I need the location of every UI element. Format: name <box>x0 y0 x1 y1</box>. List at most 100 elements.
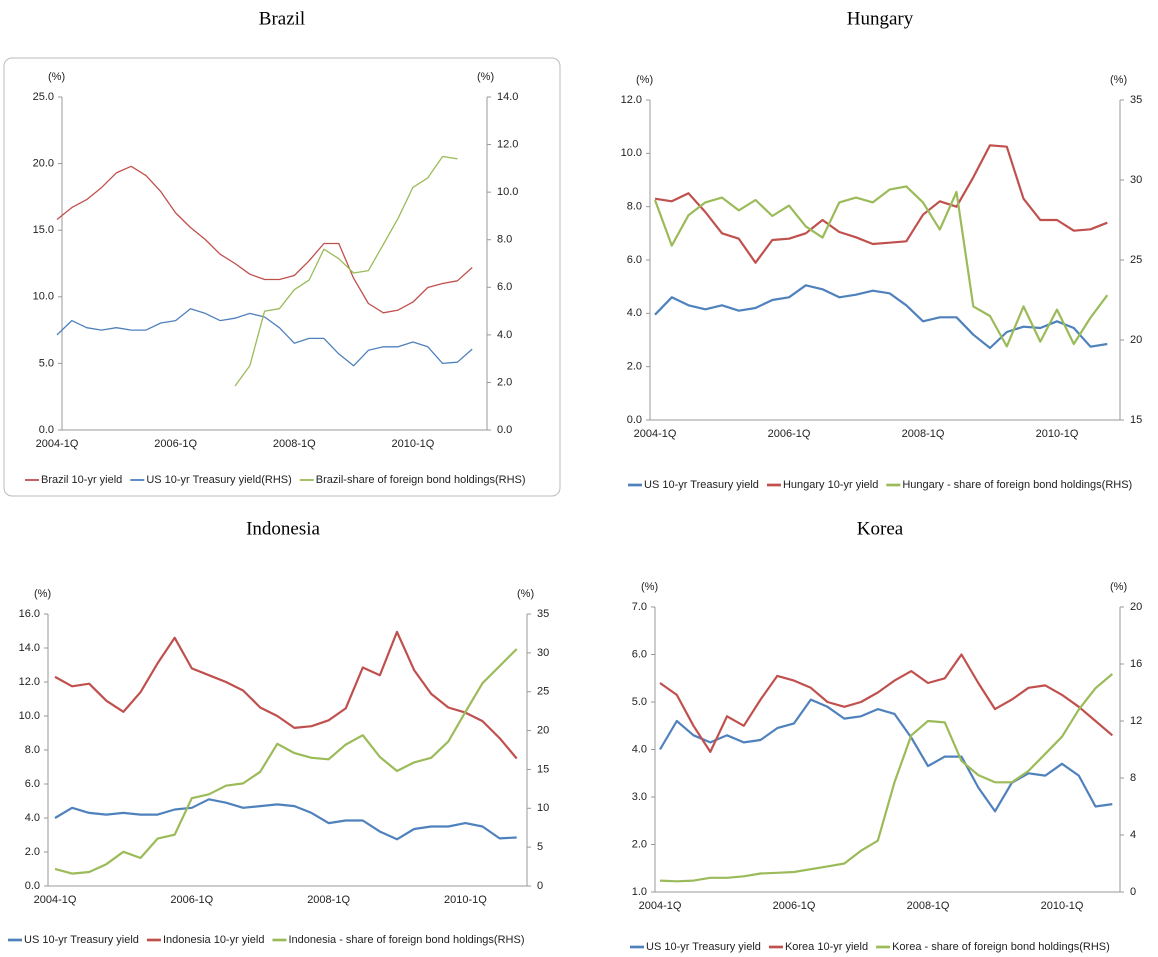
y-tick-label: 8.0 <box>25 744 40 756</box>
y2-tick-label: 6.0 <box>497 281 512 293</box>
y-tick-label: 12.0 <box>621 94 642 106</box>
y-tick-label: 7.0 <box>632 601 647 613</box>
x-tick-label: 2008-1Q <box>902 428 945 440</box>
x-tick-label: 2010-1Q <box>392 438 435 450</box>
y-tick-label: 0.0 <box>627 414 642 426</box>
y-axis-label: (%) <box>34 588 51 600</box>
y2-tick-label: 5 <box>537 841 543 853</box>
y-axis-label: (%) <box>48 71 65 83</box>
chart-title: Hungary <box>847 8 914 29</box>
y-tick-label: 4.0 <box>627 307 642 319</box>
y2-tick-label: 35 <box>537 608 549 620</box>
y-tick-label: 15.0 <box>33 224 54 236</box>
x-tick-label: 2010-1Q <box>1036 428 1079 440</box>
y2-tick-label: 8 <box>1130 772 1136 784</box>
y2-tick-label: 25 <box>537 686 549 698</box>
y-tick-label: 20.0 <box>33 158 54 170</box>
y-tick-label: 6.0 <box>25 778 40 790</box>
y-tick-label: 10.0 <box>33 291 54 303</box>
y-tick-label: 0.0 <box>25 880 40 892</box>
y-tick-label: 0.0 <box>39 424 54 436</box>
y-tick-label: 6.0 <box>627 254 642 266</box>
y2-tick-label: 15 <box>1130 414 1142 426</box>
y-tick-label: 14.0 <box>19 642 40 654</box>
x-tick-label: 2006-1Q <box>170 894 213 906</box>
y-tick-label: 25.0 <box>33 91 54 103</box>
y-tick-label: 4.0 <box>632 743 647 755</box>
legend-label: Hungary 10-yr yield <box>783 479 878 491</box>
y2-axis-label: (%) <box>1110 581 1127 593</box>
panel-frame <box>3 57 561 497</box>
y2-tick-label: 4.0 <box>497 329 512 341</box>
y2-tick-label: 20 <box>1130 334 1142 346</box>
x-tick-label: 2008-1Q <box>907 900 950 912</box>
x-tick-label: 2010-1Q <box>444 894 487 906</box>
y-tick-label: 10.0 <box>621 147 642 159</box>
series-line <box>56 165 473 314</box>
y2-tick-label: 30 <box>537 647 549 659</box>
y-axis-label: (%) <box>641 581 658 593</box>
y-tick-label: 2.0 <box>25 846 40 858</box>
x-tick-label: 2006-1Q <box>768 428 811 440</box>
legend-label: Indonesia - share of foreign bond holdin… <box>288 934 524 946</box>
x-tick-label: 2004-1Q <box>36 438 79 450</box>
y2-tick-label: 20 <box>537 724 549 736</box>
y2-axis-label: (%) <box>1110 74 1127 86</box>
y-tick-label: 8.0 <box>627 201 642 213</box>
legend-label: Korea 10-yr yield <box>785 941 868 953</box>
y2-tick-label: 0 <box>1130 886 1136 898</box>
y2-tick-label: 16 <box>1130 658 1142 670</box>
y2-tick-label: 30 <box>1130 174 1142 186</box>
y2-tick-label: 8.0 <box>497 234 512 246</box>
chart-title: Korea <box>857 518 904 539</box>
y2-tick-label: 12.0 <box>497 138 518 150</box>
x-tick-label: 2008-1Q <box>307 894 350 906</box>
legend-label: US 10-yr Treasury yield <box>24 934 139 946</box>
y2-tick-label: 12 <box>1130 715 1142 727</box>
y-axis-label: (%) <box>636 74 653 86</box>
legend-label: Hungary - share of foreign bond holdings… <box>902 479 1132 491</box>
x-tick-label: 2004-1Q <box>634 428 677 440</box>
x-tick-label: 2004-1Q <box>34 894 77 906</box>
series-line <box>654 284 1108 350</box>
y-tick-label: 5.0 <box>39 357 54 369</box>
series-line <box>54 630 518 760</box>
legend-label: Brazil-share of foreign bond holdings(RH… <box>316 474 526 486</box>
legend-label: Korea - share of foreign bond holdings(R… <box>892 941 1110 953</box>
y-tick-label: 2.0 <box>632 838 647 850</box>
legend-label: Indonesia 10-yr yield <box>163 934 265 946</box>
y2-tick-label: 4 <box>1130 829 1136 841</box>
y-tick-label: 3.0 <box>632 791 647 803</box>
x-tick-label: 2006-1Q <box>154 438 197 450</box>
y2-tick-label: 25 <box>1130 254 1142 266</box>
y2-tick-label: 2.0 <box>497 376 512 388</box>
y2-tick-label: 14.0 <box>497 91 518 103</box>
series-line <box>659 653 1114 753</box>
y-tick-label: 6.0 <box>632 648 647 660</box>
y2-axis-label: (%) <box>477 71 494 83</box>
series-line <box>54 648 518 875</box>
y2-tick-label: 35 <box>1130 94 1142 106</box>
y2-axis-label: (%) <box>517 588 534 600</box>
y-tick-label: 12.0 <box>19 676 40 688</box>
legend-label: US 10-yr Treasury yield <box>644 479 759 491</box>
y2-tick-label: 15 <box>537 763 549 775</box>
y-tick-label: 4.0 <box>25 812 40 824</box>
series-line <box>659 673 1114 883</box>
y-tick-label: 5.0 <box>632 696 647 708</box>
x-tick-label: 2010-1Q <box>1041 900 1084 912</box>
legend-label: US 10-yr Treasury yield <box>646 941 761 953</box>
series-line <box>56 308 473 367</box>
series-line <box>653 185 1109 348</box>
y2-tick-label: 10 <box>537 802 549 814</box>
y2-tick-label: 10.0 <box>497 186 518 198</box>
series-line <box>234 155 458 387</box>
series-line <box>54 798 517 841</box>
series-line <box>654 144 1108 264</box>
y2-tick-label: 20 <box>1130 601 1142 613</box>
x-tick-label: 2004-1Q <box>639 900 682 912</box>
legend-label: US 10-yr Treasury yield(RHS) <box>146 474 291 486</box>
x-tick-label: 2008-1Q <box>273 438 316 450</box>
chart-title: Indonesia <box>246 518 320 539</box>
